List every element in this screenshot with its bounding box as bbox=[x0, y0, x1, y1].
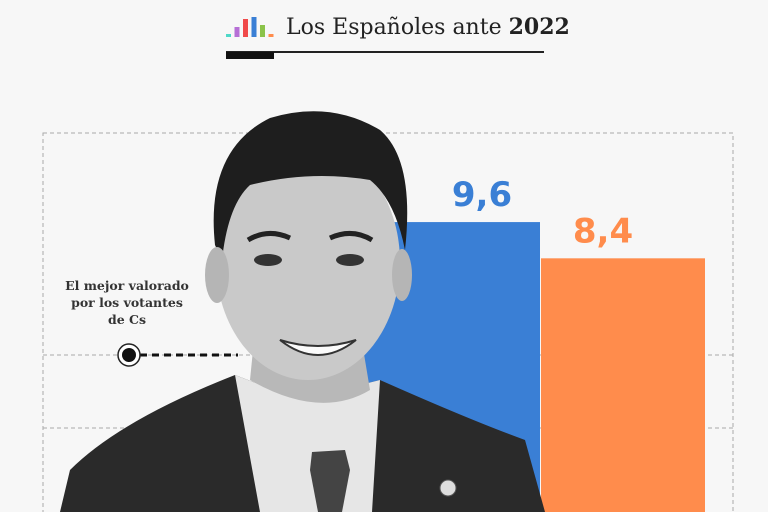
logo-bar bbox=[268, 34, 274, 37]
page-title: Los Españoles ante 2022 bbox=[286, 14, 570, 40]
politician-photo bbox=[60, 111, 545, 512]
logo-bar bbox=[243, 19, 248, 37]
data-label: 9,6 bbox=[452, 175, 512, 215]
logo-bar bbox=[234, 27, 240, 37]
annotation-text: El mejor valorado por los votantes de Cs bbox=[65, 278, 189, 327]
data-label: 8,4 bbox=[573, 211, 633, 251]
title-underline-accent bbox=[226, 52, 274, 59]
grid-frame bbox=[42, 132, 734, 512]
annotation-pointer bbox=[117, 343, 238, 367]
logo-bar bbox=[226, 34, 231, 37]
logo-bar bbox=[260, 25, 265, 37]
title-underline bbox=[226, 51, 544, 53]
bar-chart-logo-icon bbox=[226, 17, 274, 37]
logo-bar bbox=[251, 17, 257, 37]
header: Los Españoles ante 2022 bbox=[226, 12, 570, 62]
bar bbox=[541, 258, 705, 512]
